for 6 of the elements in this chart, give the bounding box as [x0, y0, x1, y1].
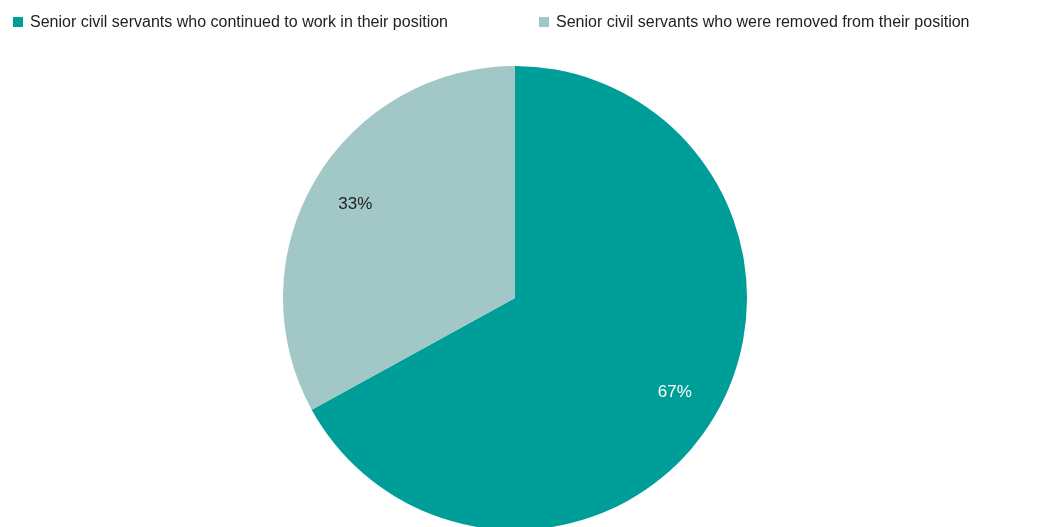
data-label: 67%: [657, 382, 692, 402]
legend-label: Senior civil servants who continued to work in their position: [30, 13, 448, 30]
data-label: 33%: [338, 193, 373, 213]
legend-label: Senior civil servants who were removed from their position: [556, 13, 970, 30]
pie-slice: [311, 66, 747, 527]
pie-slice: [283, 66, 515, 410]
